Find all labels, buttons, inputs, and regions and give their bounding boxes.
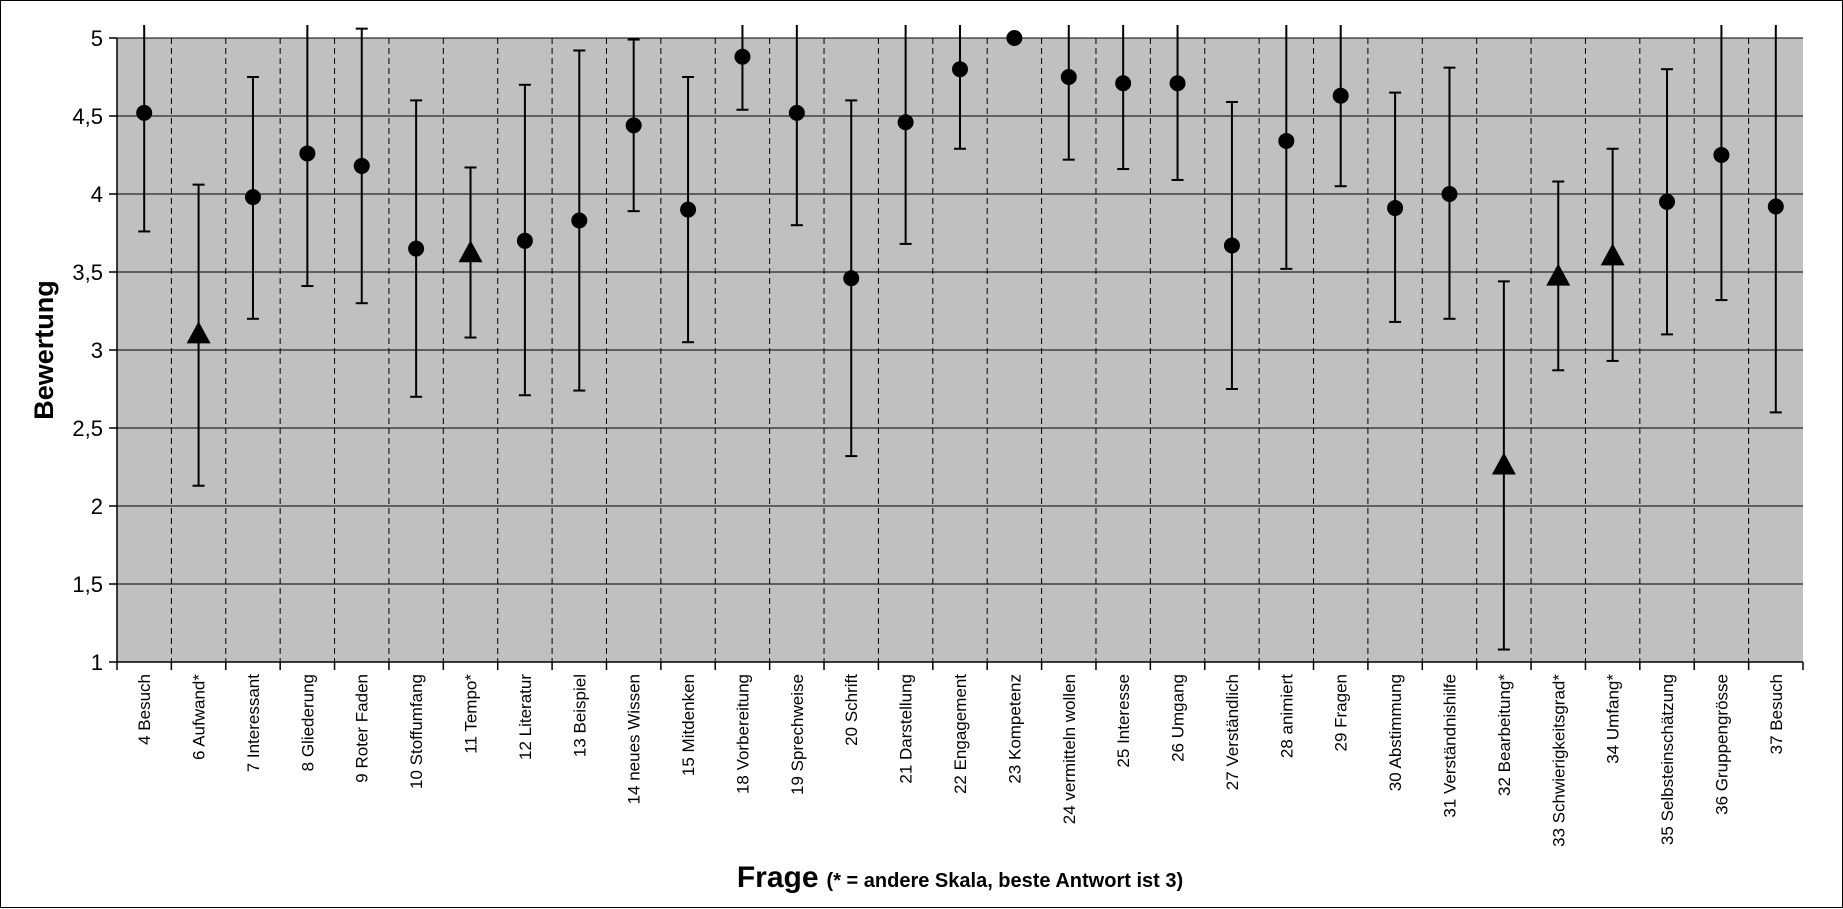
x-tick-label: 15 Mitdenken: [679, 674, 698, 776]
x-tick-label: 18 Vorbereitung: [733, 674, 752, 794]
x-tick-label: 35 Selbsteinschätzung: [1658, 674, 1677, 845]
mean-marker-triangle: [1491, 452, 1516, 475]
mean-marker-circle: [952, 61, 968, 78]
x-tick-label: 23 Kompetenz: [1005, 674, 1024, 784]
mean-marker-circle: [244, 189, 261, 206]
x-tick-label: 19 Sprechweise: [788, 674, 807, 795]
x-axis-label-main: Frage: [737, 861, 819, 894]
mean-marker-circle: [1223, 237, 1240, 254]
mean-marker-triangle: [1600, 243, 1625, 266]
x-tick-label: 36 Gruppengrösse: [1712, 674, 1731, 815]
y-tick-label: 4: [91, 182, 103, 207]
x-tick-label: 29 Fragen: [1332, 674, 1351, 752]
mean-marker-circle: [1659, 193, 1676, 210]
mean-markers: [136, 30, 1784, 475]
x-tick-label: 21 Darstellung: [897, 674, 916, 784]
mean-marker-circle: [680, 201, 697, 218]
mean-marker-circle: [1713, 147, 1730, 163]
y-tick-label: 4,5: [72, 104, 103, 129]
x-tick-label: 22 Engagement: [951, 674, 970, 794]
x-tick-label: 8 Gliederung: [298, 674, 317, 771]
mean-marker-circle: [1060, 69, 1077, 85]
x-tick-label: 37 Besuch: [1767, 674, 1786, 754]
mean-marker-triangle: [186, 321, 211, 344]
mean-marker-circle: [843, 270, 860, 287]
x-tick-label: 12 Literatur: [516, 674, 535, 760]
x-tick-label: 26 Umgang: [1169, 674, 1188, 762]
mean-marker-circle: [625, 117, 642, 134]
y-axis-label: Bewertung: [29, 280, 59, 420]
x-tick-label: 25 Interesse: [1114, 674, 1133, 768]
x-tick-label: 30 Abstimmung: [1386, 674, 1405, 791]
x-tick-label: 20 Schrift: [842, 674, 861, 746]
mean-marker-circle: [571, 212, 588, 229]
y-tick-label: 2,5: [72, 416, 103, 441]
y-tick-label: 3,5: [72, 260, 103, 285]
x-tick-label: 27 Verständlich: [1223, 674, 1242, 790]
x-tick-label: 9 Roter Faden: [353, 674, 372, 783]
x-tick-label: 33 Schwierigkeitsgrad*: [1549, 674, 1568, 847]
x-tick-label: 6 Aufwand*: [190, 674, 209, 760]
mean-marker-circle: [408, 240, 425, 257]
x-tick-label: 28 animiert: [1277, 674, 1296, 758]
y-tick-labels: 1 1,5 2 2,5 3 3,5 4 4,5 5: [72, 26, 103, 675]
x-tick-label: 14 neues Wissen: [625, 674, 644, 804]
mean-marker-circle: [734, 48, 751, 65]
mean-marker-circle: [1169, 75, 1186, 92]
y-tick-label: 1,5: [72, 572, 103, 597]
mean-marker-triangle: [1546, 263, 1571, 286]
mean-marker-circle: [1278, 132, 1295, 149]
mean-marker-circle: [136, 104, 153, 121]
x-axis-label-note: (* = andere Skala, beste Antwort ist 3): [827, 870, 1184, 892]
x-tick-label: 34 Umfang*: [1604, 674, 1623, 764]
mean-marker-circle: [1006, 30, 1023, 46]
mean-marker-circle: [353, 157, 370, 174]
x-tick-label: 31 Verständnishilfe: [1440, 674, 1459, 818]
mean-marker-circle: [299, 145, 316, 162]
mean-marker-circle: [788, 104, 805, 121]
x-tick-label: 7 Interessant: [244, 674, 263, 773]
x-tick-label: 32 Bearbeitung*: [1495, 674, 1514, 796]
mean-marker-triangle: [458, 240, 483, 263]
y-tick-label: 2: [91, 494, 103, 519]
mean-marker-circle: [516, 232, 533, 249]
x-tick-label: 13 Beispiel: [570, 674, 589, 757]
y-tick-label: 5: [91, 26, 103, 51]
mean-marker-circle: [897, 114, 914, 131]
x-tick-label: 24 vermitteln wollen: [1060, 674, 1079, 824]
x-tick-labels: 4 Besuch 6 Aufwand* 7 Interessant 8 Glieder…: [135, 674, 1786, 847]
x-tick-label: 10 Stoffumfang: [407, 674, 426, 789]
y-tick-label: 1: [91, 650, 103, 675]
x-tick-label: 11 Tempo*: [462, 674, 481, 754]
mean-marker-circle: [1332, 87, 1349, 104]
axes: [109, 37, 1804, 670]
mean-marker-circle: [1115, 75, 1132, 92]
y-tick-label: 3: [91, 338, 103, 363]
x-tick-label: 4 Besuch: [135, 674, 154, 745]
x-axis-label: Frage (* = andere Skala, beste Antwort is…: [737, 861, 1183, 894]
mean-marker-circle: [1767, 198, 1784, 215]
mean-marker-circle: [1441, 186, 1458, 202]
mean-marker-circle: [1387, 200, 1404, 217]
